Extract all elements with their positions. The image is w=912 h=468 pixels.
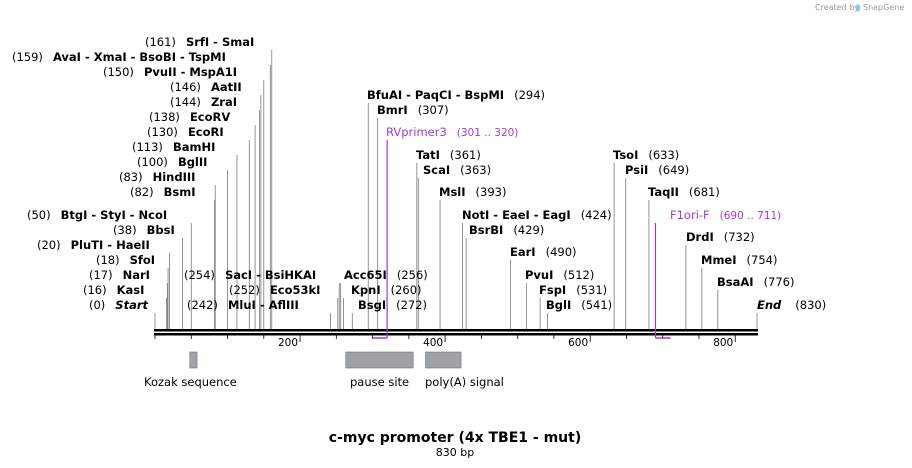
site-label[interactable]: BmrI (307)	[377, 103, 449, 117]
site-label[interactable]: (161) SrfI - SmaI	[145, 35, 254, 49]
site-label[interactable]: Acc65I (256)	[344, 268, 428, 282]
site-label[interactable]: EarI (490)	[510, 245, 577, 259]
primer-label-rvprimer3[interactable]: RVprimer3 (301 .. 320)	[386, 125, 518, 139]
axis-tick-label: 800	[713, 337, 733, 349]
site-label[interactable]: TsoI (633)	[613, 148, 679, 162]
site-label[interactable]: BsrBI (429)	[469, 223, 544, 237]
primer-label-f1ori-f[interactable]: F1ori-F (690 .. 711)	[670, 208, 781, 222]
site-label[interactable]: (150) PvuII - MspA1I	[103, 65, 237, 79]
feature-label-polya[interactable]: poly(A) signal	[425, 375, 504, 389]
site-label[interactable]: (50) BtgI - StyI - NcoI	[27, 208, 167, 222]
site-label[interactable]: DrdI (732)	[686, 230, 755, 244]
feature-track	[189, 351, 462, 369]
feature-labels: Kozak sequence pause site poly(A) signal	[144, 375, 504, 389]
leader-lines	[154, 50, 758, 329]
feature-box[interactable]	[345, 351, 414, 369]
site-label[interactable]: MslI (393)	[439, 185, 506, 199]
feature-label-kozak[interactable]: Kozak sequence	[144, 375, 237, 389]
feature-box[interactable]	[425, 351, 462, 369]
site-label[interactable]: ScaI (363)	[423, 163, 491, 177]
site-label[interactable]: (82) BsmI	[130, 185, 195, 199]
credit-brand: SnapGene	[863, 3, 904, 12]
site-label[interactable]: (252) Eco53kI	[229, 283, 320, 297]
site-label[interactable]: (83) HindIII	[119, 170, 195, 184]
axis-tick-label: 400	[423, 337, 443, 349]
credit-text: Created by	[815, 3, 859, 12]
site-label[interactable]: TaqII (681)	[648, 185, 720, 199]
site-label[interactable]: MmeI (754)	[701, 253, 777, 267]
site-label[interactable]: (0) Start	[89, 298, 149, 312]
axis-ticks: 200 400 600 800	[154, 335, 736, 349]
site-label[interactable]: BsaAI (776)	[717, 275, 795, 289]
site-label[interactable]: FspI (531)	[539, 283, 607, 297]
backbone-bottom-strand	[154, 333, 758, 336]
snapgene-logo-icon	[855, 4, 861, 12]
site-label[interactable]: BglI (541)	[546, 298, 612, 312]
site-label[interactable]: (17) NarI	[89, 268, 150, 282]
site-label[interactable]: (113) BamHI	[132, 140, 215, 154]
feature-box[interactable]	[189, 351, 198, 369]
site-label[interactable]: End (830)	[757, 298, 826, 312]
site-label[interactable]: (159) AvaI - XmaI - BsoBI - TspMI	[12, 50, 226, 64]
site-label[interactable]: TatI (361)	[416, 148, 481, 162]
site-label[interactable]: (18) SfoI	[96, 253, 155, 267]
primer-arrows	[373, 140, 671, 339]
map-title: c-myc promoter (4x TBE1 - mut)	[329, 430, 582, 446]
site-labels: (0) Start (16) KasI (17) NarI (18) SfoI (20)…	[12, 35, 826, 312]
site-label[interactable]: (254) SacI - BsiHKAI	[184, 268, 316, 282]
site-label[interactable]: (20) PluTI - HaeII	[37, 238, 150, 252]
site-label[interactable]: BfuAI - PaqCI - BspMI (294)	[367, 88, 545, 102]
site-label[interactable]: (100) BglII	[137, 155, 207, 169]
site-label[interactable]: (38) BbsI	[113, 223, 175, 237]
site-label[interactable]: (130) EcoRI	[147, 125, 224, 139]
map-length: 830 bp	[436, 446, 474, 459]
site-label[interactable]: NotI - EaeI - EagI (424)	[462, 208, 612, 222]
site-label[interactable]: (138) EcoRV	[149, 110, 230, 124]
site-label[interactable]: (242) MluI - AflIII	[187, 298, 299, 312]
site-label[interactable]: PvuI (512)	[525, 268, 594, 282]
site-label[interactable]: (146) AatII	[170, 80, 242, 94]
site-label[interactable]: (16) KasI	[83, 283, 144, 297]
feature-label-pause-site[interactable]: pause site	[350, 375, 409, 389]
axis-tick-label: 200	[278, 337, 298, 349]
site-label[interactable]: (144) ZraI	[170, 95, 237, 109]
axis-tick-label: 600	[568, 337, 588, 349]
site-label[interactable]: BsgI (272)	[358, 298, 427, 312]
backbone-top-strand	[154, 329, 758, 332]
site-label[interactable]: KpnI (260)	[351, 283, 422, 297]
site-label[interactable]: PsiI (649)	[625, 163, 689, 177]
